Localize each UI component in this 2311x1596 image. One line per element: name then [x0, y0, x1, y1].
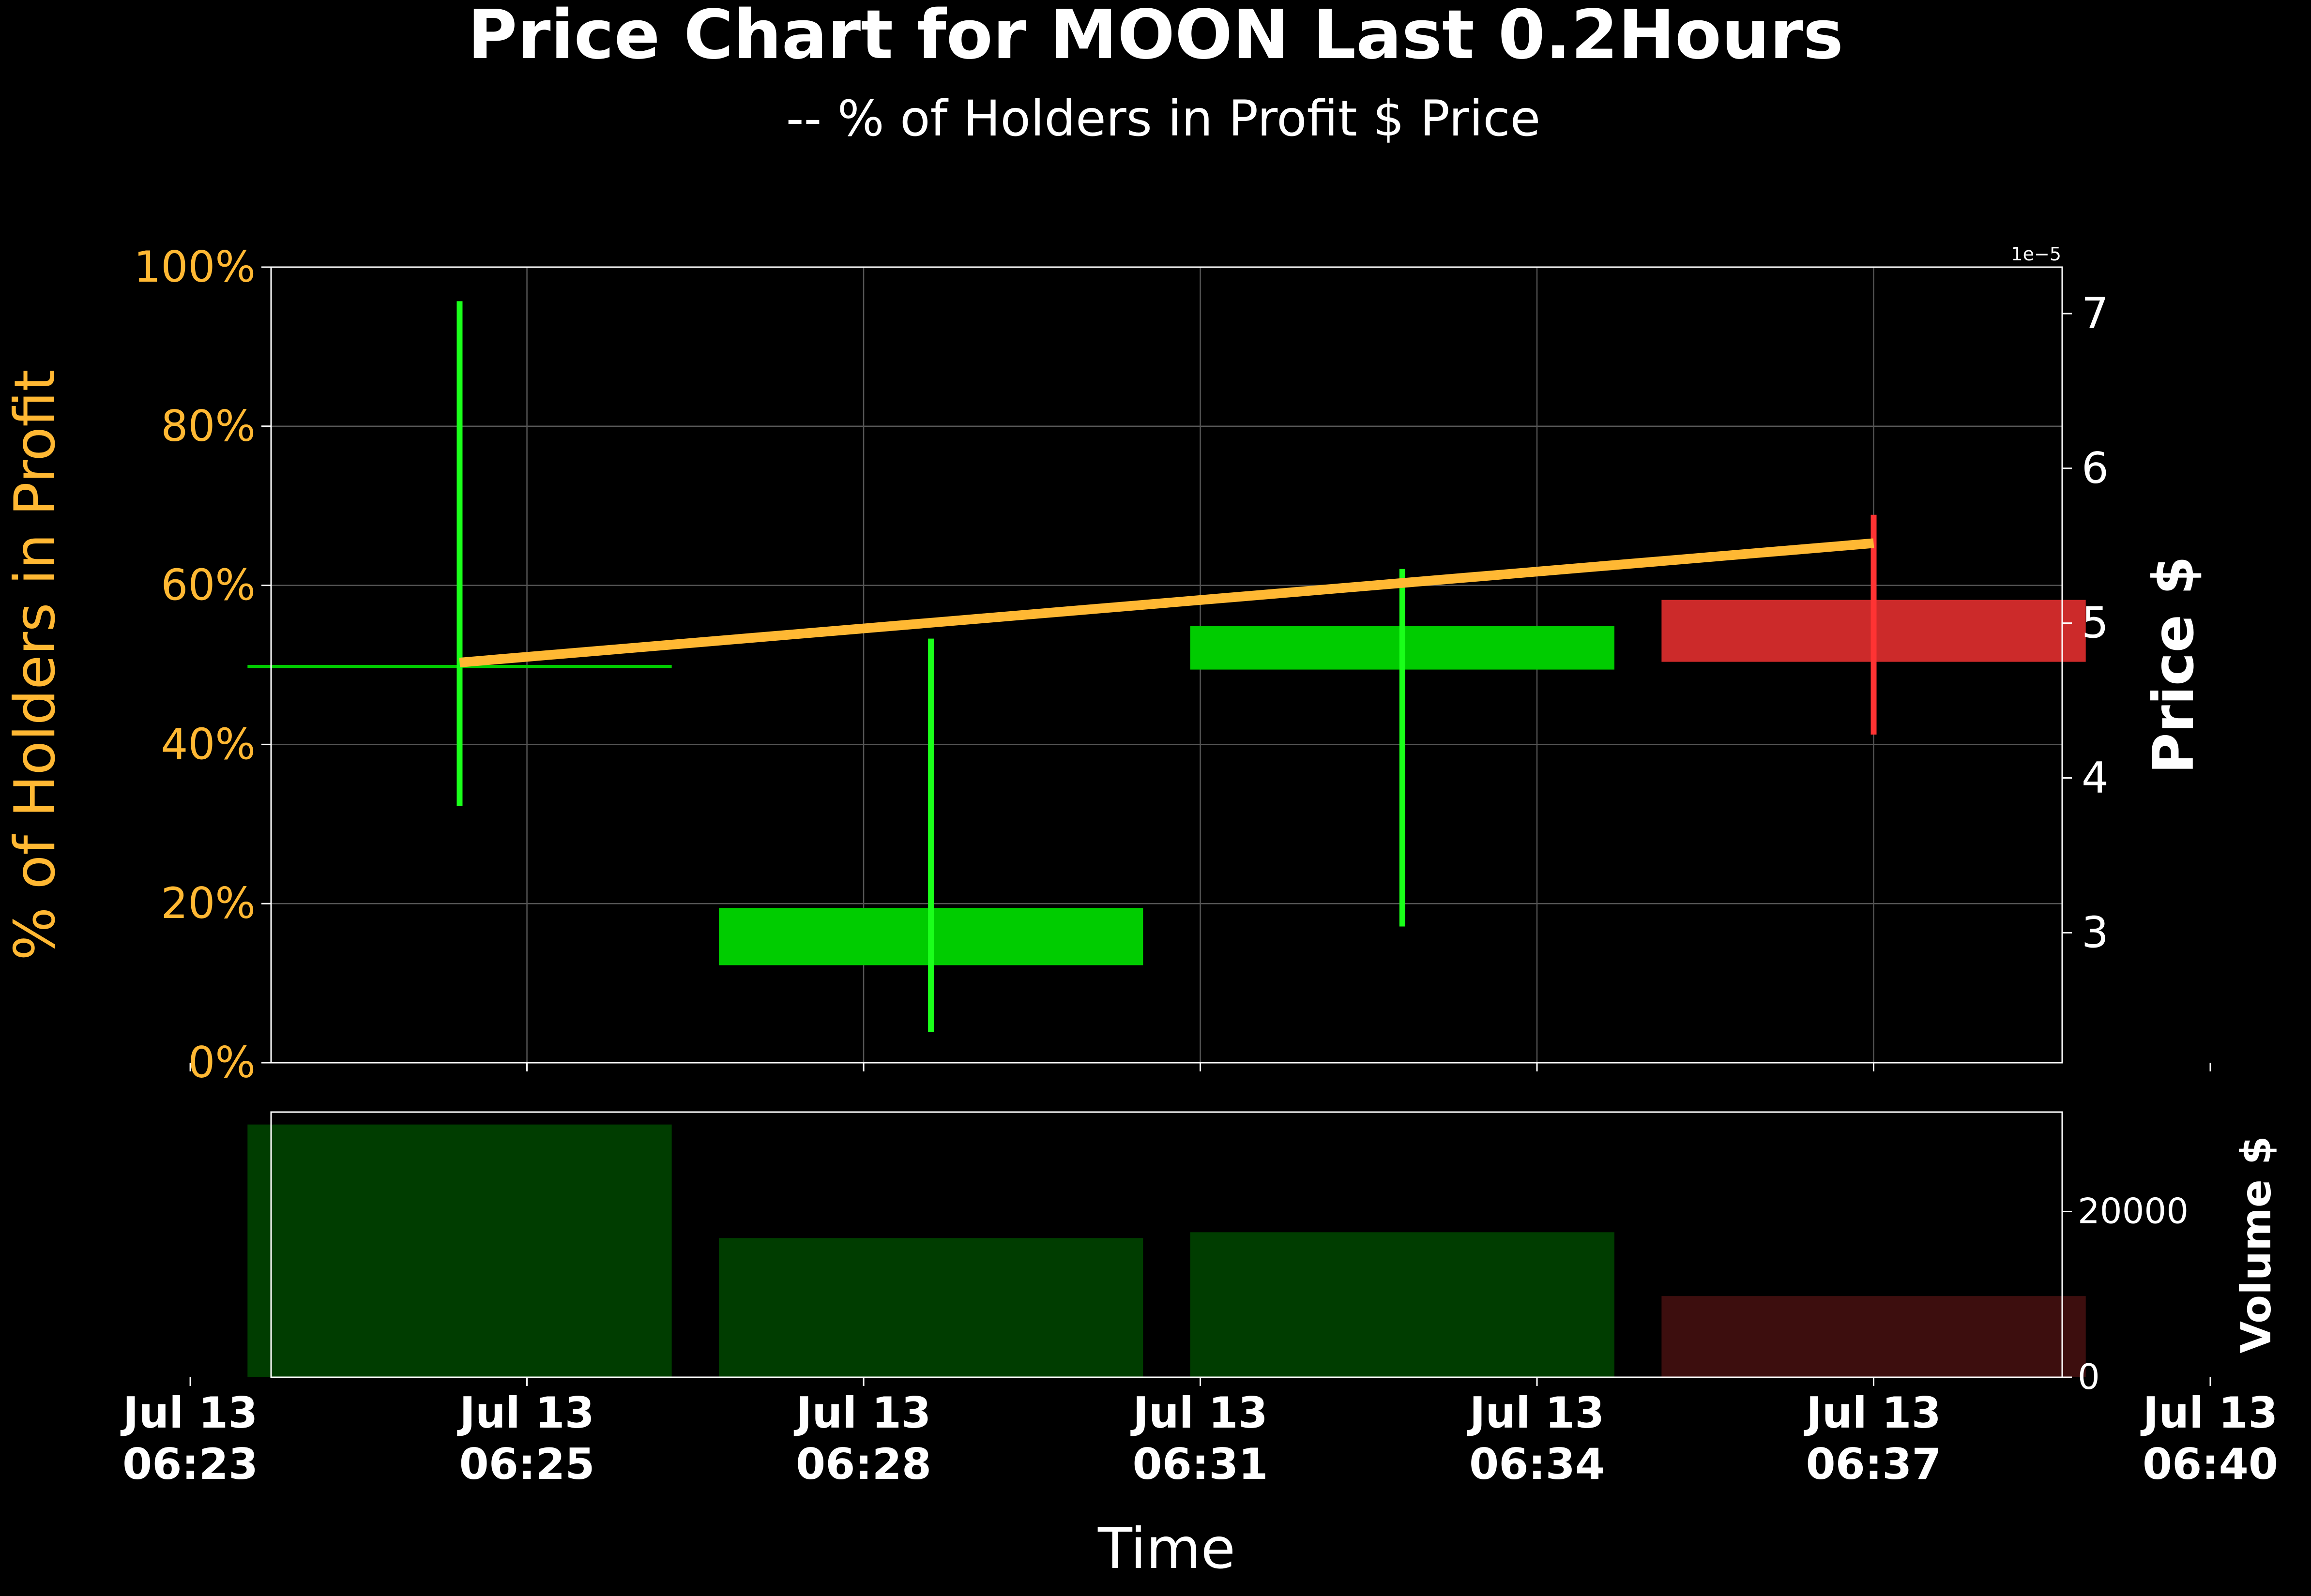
time-axis: Jul 13 06:23 Jul 13 06:25 Jul 13 06:28 Jul 13 0… — [121, 1063, 2278, 1489]
price-multiplier: 1e−5 — [2011, 243, 2061, 265]
x-axis-label: Time — [1097, 1516, 1235, 1581]
holders-tick-label: 80% — [161, 401, 256, 451]
chart-subtitle: -- % of Holders in Profit $ Price — [786, 90, 1541, 148]
volume-axis: 0 20000 — [2062, 1191, 2189, 1397]
price-tick-label: 4 — [2082, 753, 2109, 802]
volume-plot-frame — [270, 1111, 2063, 1378]
time-tick-label: Jul 13 06:31 — [1130, 1388, 1268, 1489]
holders-axis: 0% 20% 40% 60% 80% 100% — [134, 242, 271, 1087]
holders-line — [459, 538, 1874, 668]
price-tick-label: 7 — [2082, 288, 2109, 338]
volume-tick-label: 0 — [2078, 1356, 2100, 1397]
time-tick-label: Jul 13 06:23 — [121, 1388, 258, 1489]
time-tick-label: Jul 13 06:34 — [1467, 1388, 1605, 1489]
holders-axis-label: % of Holders in Profit — [2, 369, 68, 960]
price-axis-label: Price $ — [2141, 556, 2206, 774]
volume-bar — [247, 1124, 672, 1377]
volume-bar — [1190, 1232, 1614, 1377]
price-tick-label: 5 — [2082, 598, 2109, 648]
holders-tick-label: 40% — [161, 719, 256, 769]
time-tick-label: Jul 13 06:40 — [2141, 1388, 2278, 1489]
holders-tick-label: 100% — [134, 242, 256, 292]
holders-series-line — [459, 538, 1874, 668]
holders-tick-label: 20% — [161, 878, 256, 928]
volume-axis-label: Volume $ — [2232, 1136, 2281, 1353]
main-panel: 0% 20% 40% 60% 80% 100% 3 4 5 6 7 0 20000 Jul 13 06… — [121, 242, 2278, 1489]
main-plot-frame — [270, 266, 2063, 1064]
volume-bar — [1661, 1296, 2086, 1377]
price-axis: 3 4 5 6 7 — [2062, 288, 2109, 957]
holders-tick-label: 60% — [161, 560, 256, 610]
candles — [247, 301, 2086, 1032]
time-tick-label: Jul 13 06:28 — [794, 1388, 931, 1489]
time-tick-label: Jul 13 06:37 — [1804, 1388, 1941, 1489]
time-tick-label: Jul 13 06:25 — [457, 1388, 594, 1489]
volume-bar — [719, 1238, 1143, 1377]
holders-tick-label: 0% — [188, 1038, 256, 1087]
volume-bars — [247, 1124, 2086, 1377]
price-tick-label: 3 — [2082, 907, 2109, 957]
chart-title: Price Chart for MOON Last 0.2Hours — [468, 0, 1843, 75]
price-tick-label: 6 — [2082, 443, 2109, 493]
volume-tick-label: 20000 — [2078, 1191, 2189, 1232]
